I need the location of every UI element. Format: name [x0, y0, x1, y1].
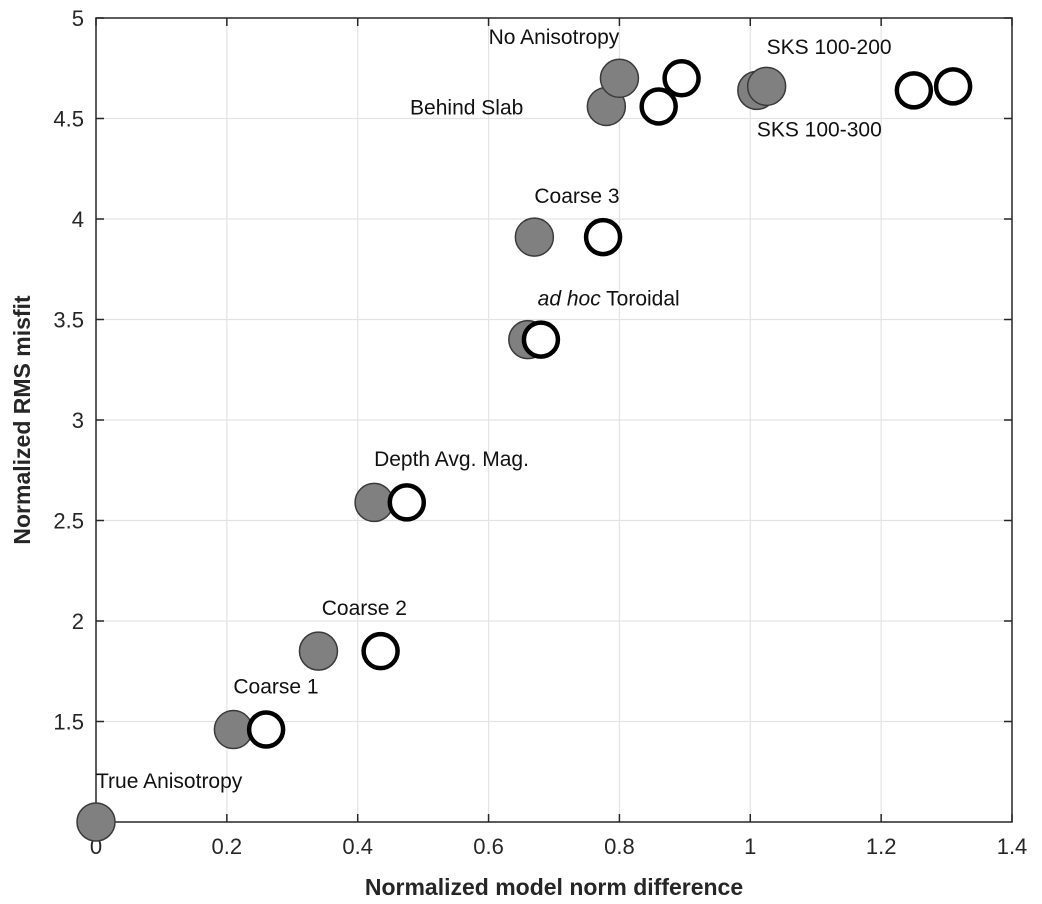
x-tick-label: 1.4: [997, 834, 1028, 859]
x-tick-label: 0.2: [212, 834, 243, 859]
x-tick-label: 0.4: [342, 834, 373, 859]
x-tick-label: 0.8: [604, 834, 635, 859]
filled-marker: [746, 66, 787, 107]
open-marker: [639, 87, 678, 126]
open-marker: [387, 483, 427, 522]
annotation-label: Depth Avg. Mag.: [374, 448, 529, 471]
annotation-label: ad hoc Toroidal: [538, 287, 680, 310]
filled-marker: [213, 709, 254, 750]
filled-marker: [76, 802, 116, 842]
grid-lines: [96, 18, 1012, 822]
open-marker: [894, 71, 934, 110]
y-tick-label: 4.5: [53, 107, 84, 132]
x-axis-label: Normalized model norm difference: [365, 874, 743, 900]
annotation-label: Coarse 1: [233, 675, 318, 698]
y-tick-label: 1.5: [53, 710, 84, 735]
x-tick-label: 1: [744, 834, 756, 859]
annotation-label: Coarse 2: [322, 597, 407, 620]
annotation-label: SKS 100-300: [757, 119, 882, 142]
y-axis-label: Normalized RMS misfit: [9, 295, 35, 545]
open-marker: [361, 631, 400, 671]
filled-marker: [354, 482, 394, 523]
annotation-italic: ad hoc: [538, 287, 602, 310]
filled-marker: [514, 217, 555, 257]
y-tick-label: 3: [72, 408, 84, 433]
point-annotations: True Anisotropy Coarse 1 Coarse 2 Depth Avg…: [96, 26, 892, 793]
y-tick-label: 2: [72, 609, 84, 634]
data-markers: [76, 58, 973, 842]
open-marker: [521, 320, 561, 359]
open-marker: [933, 67, 973, 106]
y-tick-label: 3.5: [53, 308, 84, 333]
annotation-text: Toroidal: [601, 287, 680, 310]
annotation-label: Coarse 3: [534, 185, 619, 208]
axis-ticks: 0 0.2 0.4 0.6 0.8 1 1.2 1.41.522.533.544.55: [53, 6, 1027, 859]
filled-marker: [599, 58, 640, 99]
y-tick-label: 5: [72, 6, 84, 31]
annotation-label: SKS 100-200: [767, 36, 892, 59]
y-tick-label: 4: [72, 207, 84, 232]
annotation-label: No Anisotropy: [489, 26, 620, 49]
open-marker: [583, 217, 623, 257]
x-tick-label: 1.2: [866, 834, 897, 859]
x-tick-label: 0.6: [473, 834, 504, 859]
y-tick-label: 2.5: [53, 509, 84, 534]
open-marker: [246, 710, 286, 749]
filled-marker: [298, 631, 339, 671]
open-marker: [662, 59, 701, 98]
annotation-label: Behind Slab: [410, 96, 523, 119]
annotation-label: True Anisotropy: [96, 770, 243, 793]
